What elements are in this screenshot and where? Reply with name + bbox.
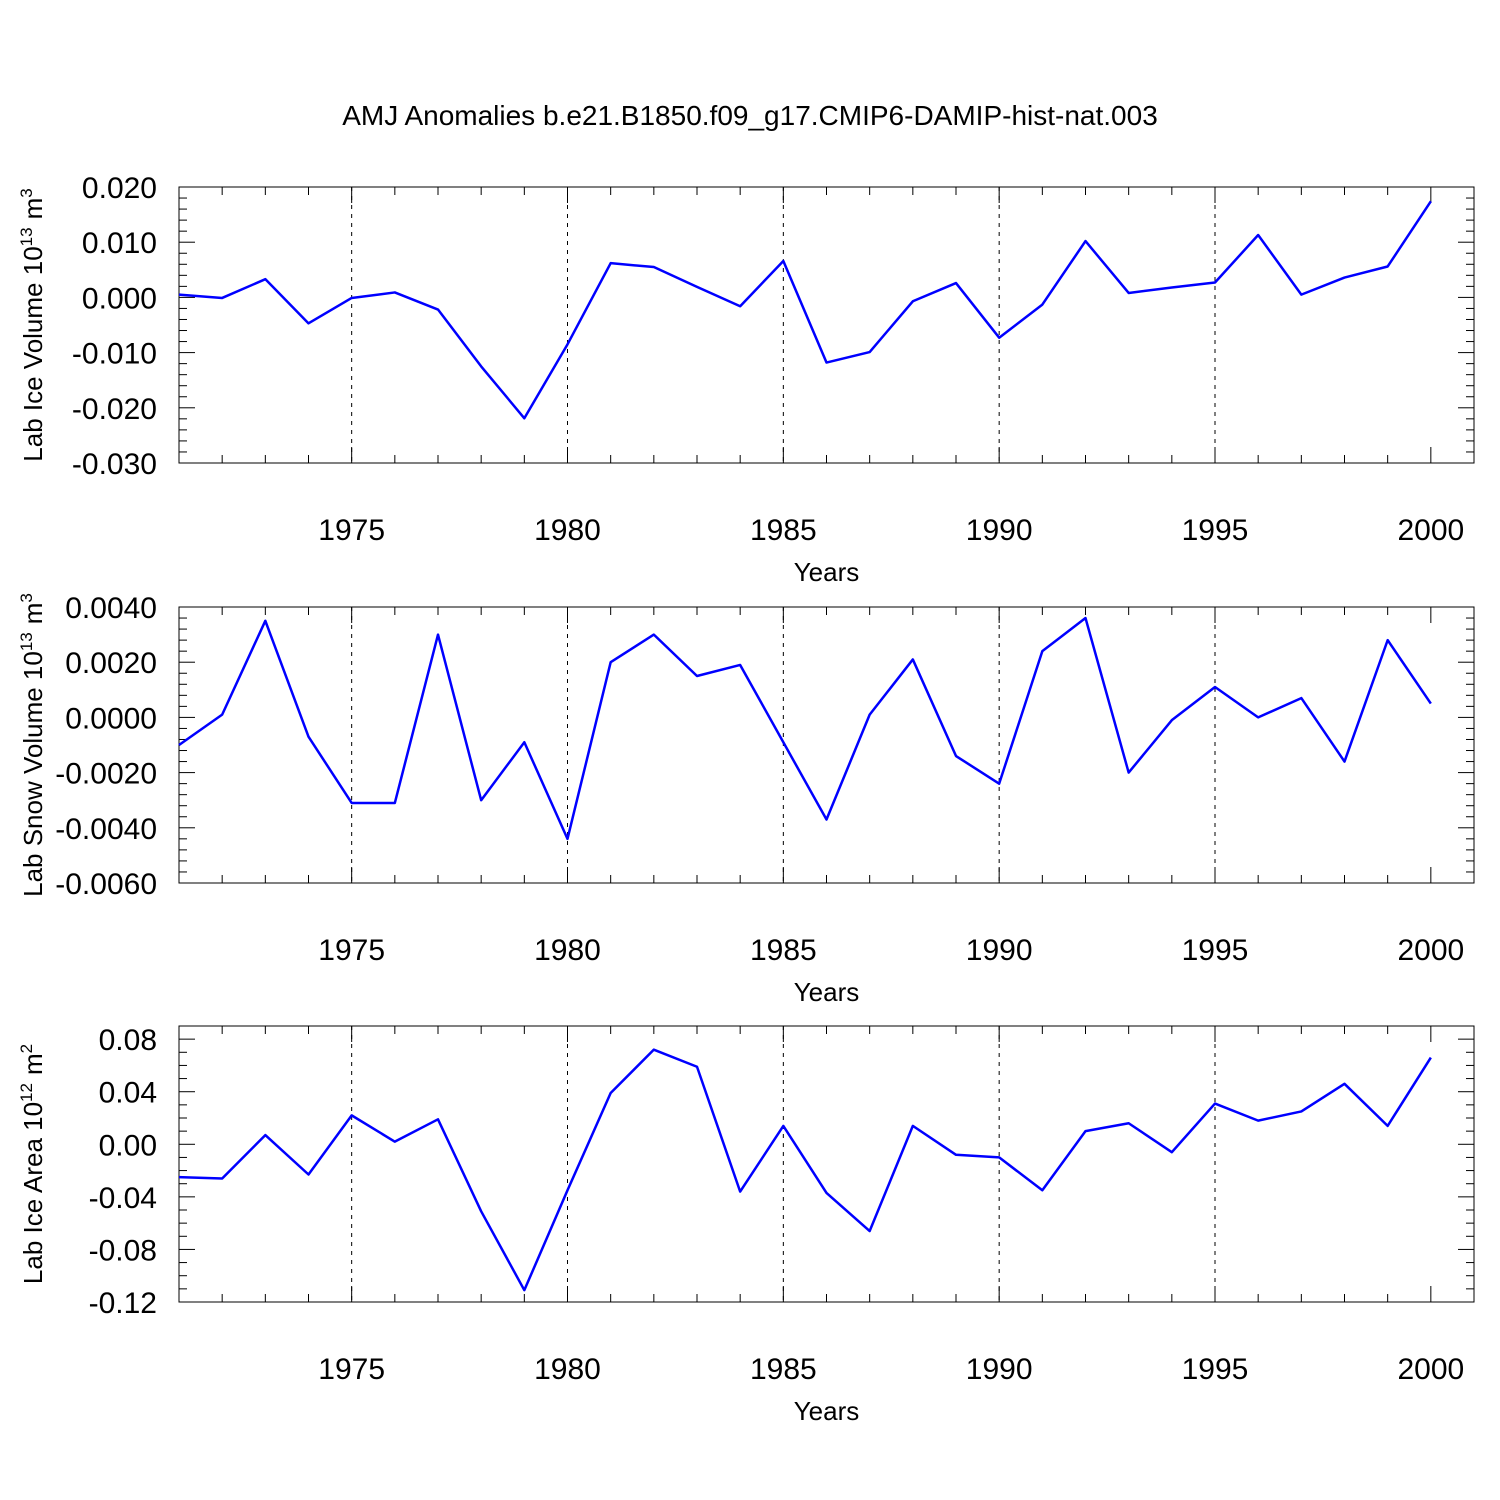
y-tick-label: -0.08 — [89, 1234, 157, 1267]
x-axis-title: Years — [794, 557, 860, 587]
figure-title: AMJ Anomalies b.e21.B1850.f09_g17.CMIP6-… — [342, 100, 1158, 131]
plot-frame — [178, 606, 1475, 884]
plot-frame — [178, 1025, 1475, 1303]
x-tick-label: 1975 — [318, 514, 385, 547]
x-tick-label: 1990 — [966, 514, 1033, 547]
y-tick-label: -0.030 — [72, 448, 157, 481]
plot-frame — [178, 186, 1475, 464]
y-axis-title-text: Lab Snow Volume 10 — [18, 651, 48, 897]
x-tick-label: 1990 — [966, 934, 1033, 967]
x-tick-label: 1980 — [534, 934, 601, 967]
x-tick-label: 1995 — [1182, 514, 1249, 547]
y-tick-label: -0.04 — [89, 1182, 157, 1215]
x-tick-label: 1985 — [750, 934, 817, 967]
y-axis-title-exponent: 13 — [17, 227, 36, 246]
x-tick-label: 1990 — [966, 1353, 1033, 1386]
y-axis-title-unit-exponent: 3 — [17, 188, 36, 197]
y-axis-title-text: Lab Ice Volume 10 — [18, 246, 48, 461]
y-tick-label: 0.000 — [82, 282, 157, 315]
panel-2: 0.0040 0.0020 0.0000 -0.0020 -0.0040 -0.0060 1… — [17, 592, 1475, 1007]
y-axis-title-exponent: 13 — [17, 632, 36, 651]
panels: 0.020 0.010 0.000 -0.010 -0.020 -0.030 1975 198… — [17, 172, 1475, 1426]
y-axis-title: Lab Ice Area 1012 m2 — [17, 1044, 48, 1284]
panel-3: 0.08 0.04 0.00 -0.04 -0.08 -0.12 1975 1980 1985 1… — [17, 1024, 1475, 1426]
y-axis-title-unit: m — [18, 1053, 48, 1075]
y-tick-label: 0.08 — [99, 1024, 157, 1057]
y-tick-label: -0.0040 — [55, 813, 157, 846]
y-tick-label: 0.010 — [82, 227, 157, 260]
y-tick-label: -0.12 — [89, 1287, 157, 1320]
y-axis-title-text: Lab Ice Area 10 — [18, 1102, 48, 1284]
series-line — [178, 616, 1432, 841]
y-axis-title-unit-exponent: 3 — [17, 593, 36, 602]
y-tick-label: -0.020 — [72, 393, 157, 426]
x-tick-label: 2000 — [1397, 1353, 1464, 1386]
x-tick-label: 1995 — [1182, 934, 1249, 967]
x-tick-label: 1975 — [318, 934, 385, 967]
series-line — [178, 1048, 1432, 1292]
y-tick-label: 0.0020 — [65, 647, 157, 680]
x-axis-title: Years — [794, 977, 860, 1007]
y-axis-title-unit: m — [18, 603, 48, 625]
x-tick-label: 2000 — [1397, 514, 1464, 547]
x-tick-label: 1975 — [318, 1353, 385, 1386]
y-tick-label: 0.0000 — [65, 702, 157, 735]
y-tick-label: 0.04 — [99, 1077, 157, 1110]
x-tick-label: 1980 — [534, 1353, 601, 1386]
y-tick-label: -0.010 — [72, 338, 157, 371]
panel-1: 0.020 0.010 0.000 -0.010 -0.020 -0.030 1975 198… — [17, 172, 1475, 587]
y-tick-label: -0.0020 — [55, 758, 157, 791]
x-tick-label: 1985 — [750, 1353, 817, 1386]
y-tick-label: 0.020 — [82, 172, 157, 205]
y-tick-label: 0.00 — [99, 1129, 157, 1162]
x-tick-label: 2000 — [1397, 934, 1464, 967]
y-axis-title: Lab Snow Volume 1013 m3 — [17, 593, 48, 897]
series-line — [178, 200, 1432, 420]
y-axis-title-exponent: 12 — [17, 1083, 36, 1102]
y-axis-title: Lab Ice Volume 1013 m3 — [17, 188, 48, 461]
y-tick-label: -0.0060 — [55, 868, 157, 901]
x-tick-label: 1980 — [534, 514, 601, 547]
x-axis-title: Years — [794, 1396, 860, 1426]
y-tick-label: 0.0040 — [65, 592, 157, 625]
x-tick-label: 1995 — [1182, 1353, 1249, 1386]
x-tick-label: 1985 — [750, 514, 817, 547]
y-axis-title-unit: m — [18, 198, 48, 220]
y-axis-title-unit-exponent: 2 — [17, 1044, 36, 1053]
